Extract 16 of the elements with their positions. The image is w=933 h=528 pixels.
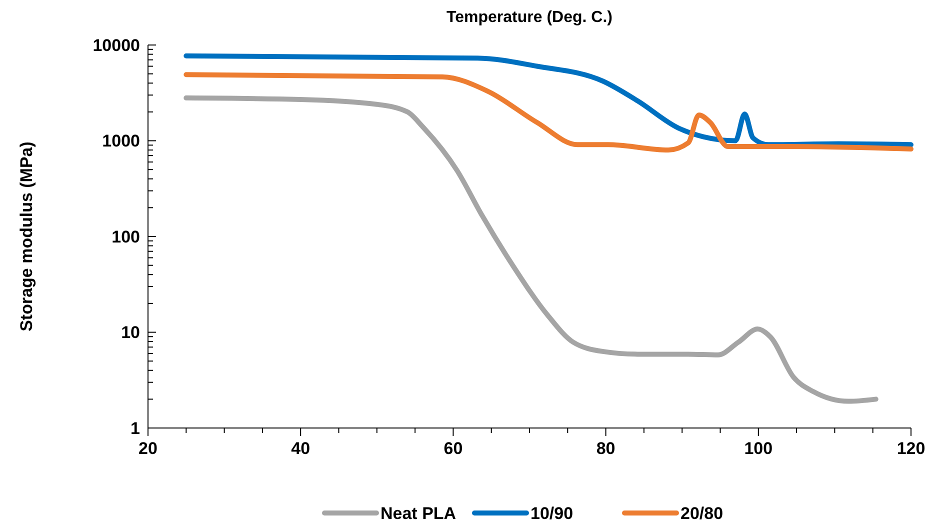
x-tick-label: 20: [138, 439, 158, 458]
x-tick-label: 80: [596, 439, 616, 458]
y-tick-label: 10: [121, 323, 140, 342]
legend-label: 10/90: [530, 504, 574, 523]
y-tick-label: 1: [130, 418, 140, 438]
x-tick-label: 40: [291, 439, 310, 458]
y-axis-title: Storage modulus (MPa): [17, 142, 36, 332]
x-axis-title: Temperature (Deg. C.): [446, 9, 612, 26]
legend-label: Neat PLA: [380, 504, 456, 523]
x-tick-label: 120: [896, 439, 926, 458]
y-tick-label: 100: [112, 227, 140, 246]
x-tick-label: 60: [444, 439, 463, 458]
y-tick-label: 1000: [102, 132, 140, 151]
legend-label: 20/80: [680, 504, 724, 523]
x-tick-label: 100: [744, 439, 773, 458]
y-tick-label: 10000: [92, 36, 140, 55]
